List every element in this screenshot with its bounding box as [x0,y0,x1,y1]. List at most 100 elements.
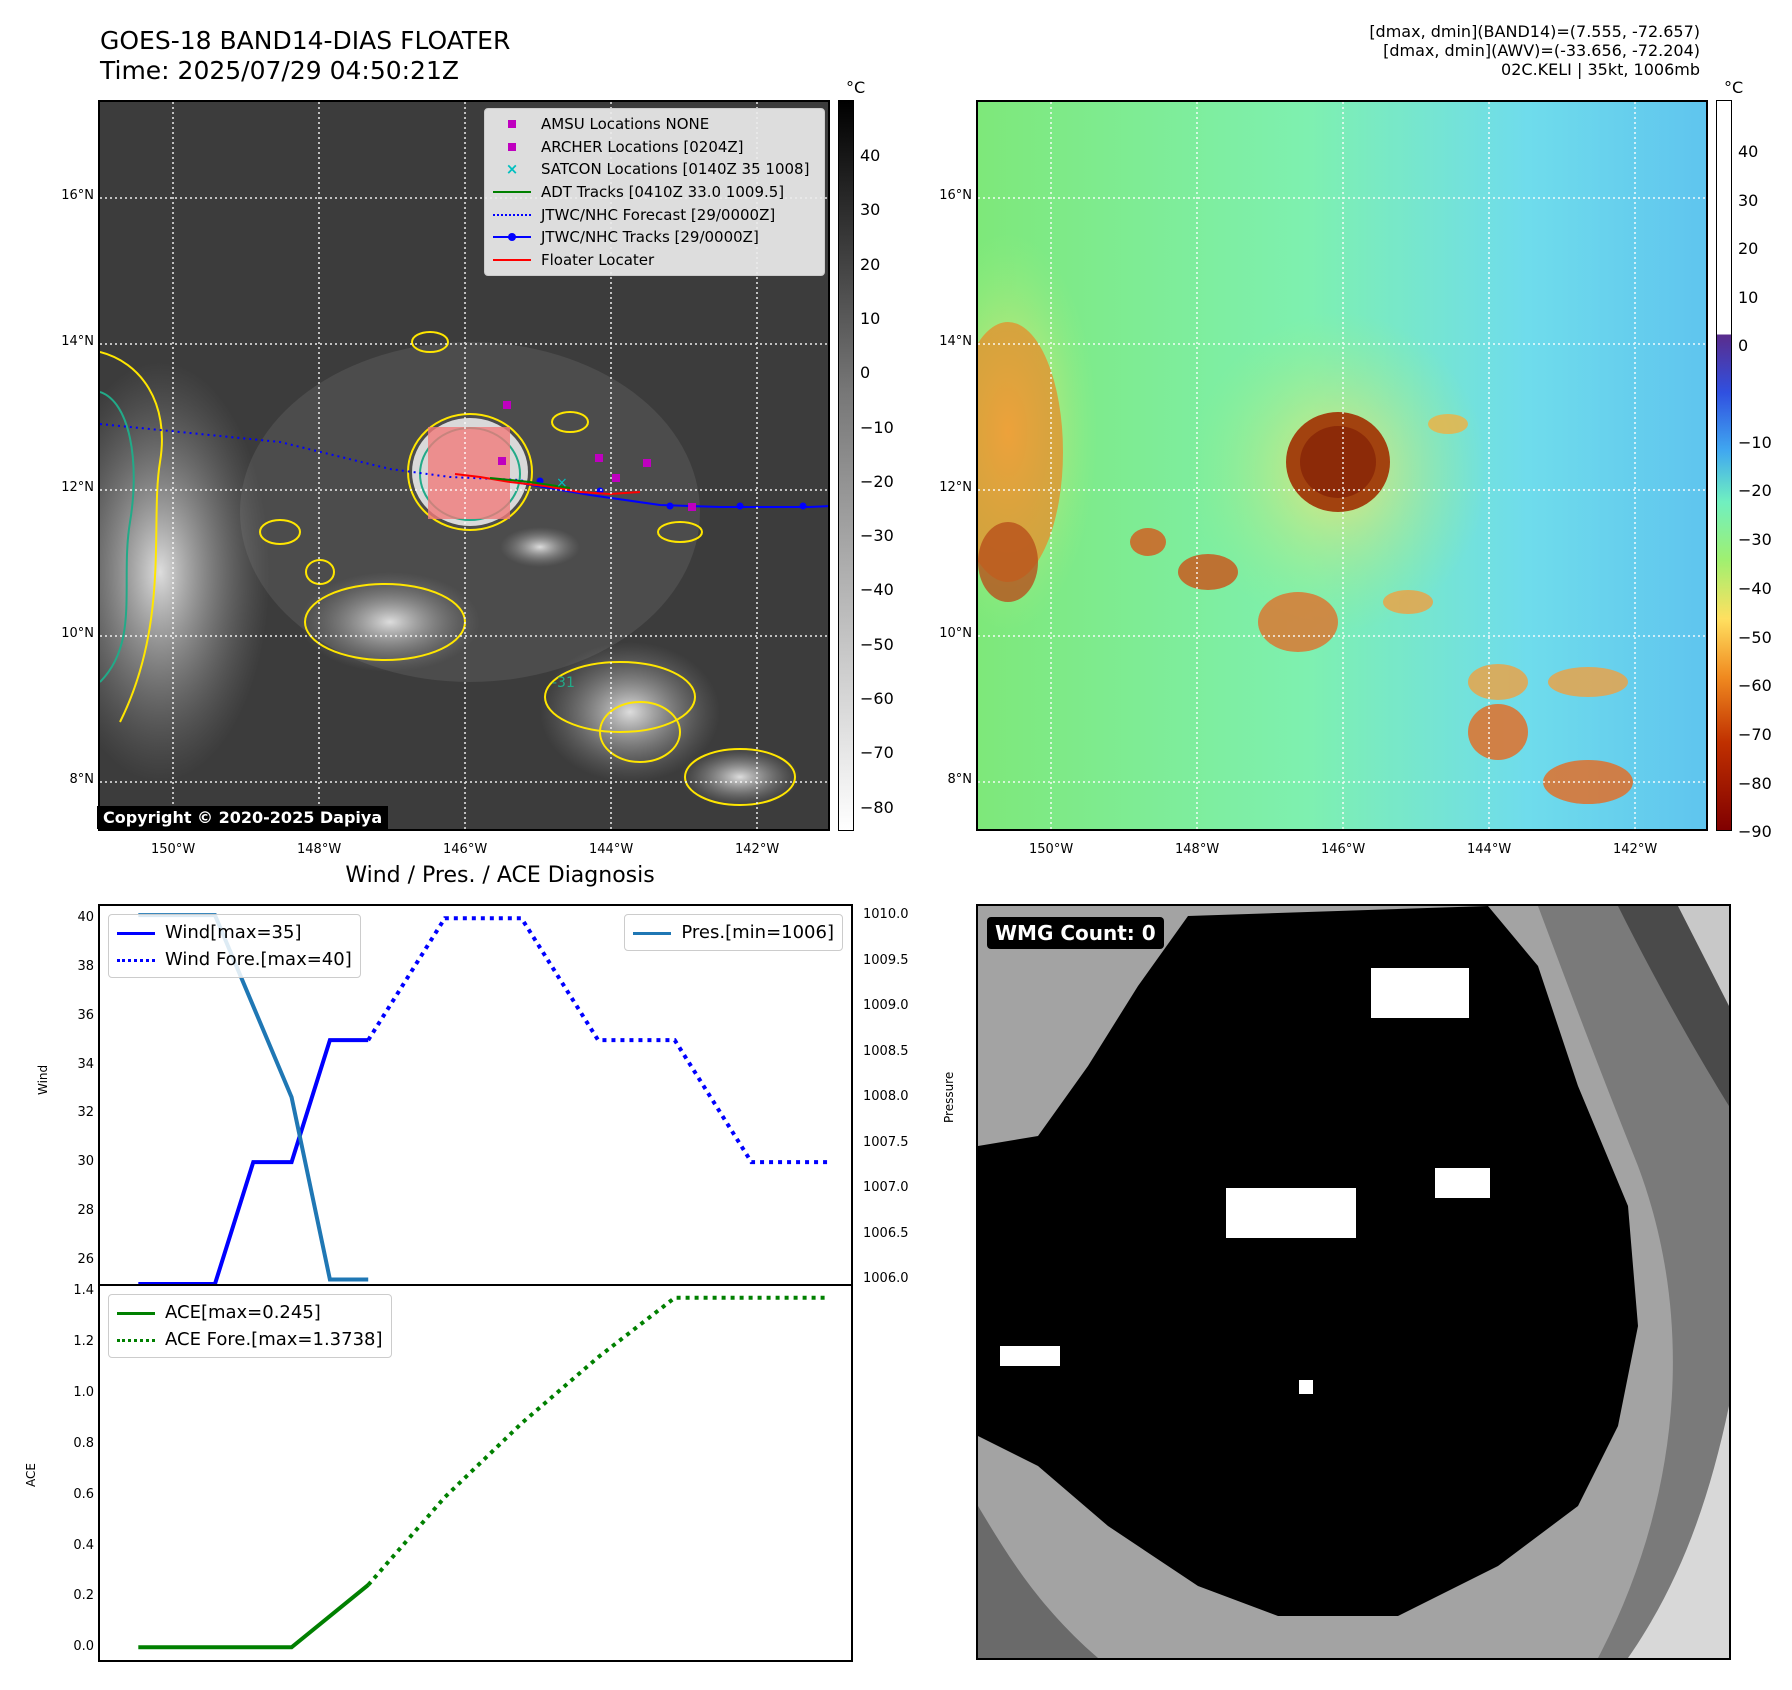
ir-map-panel: × -31 AMSU Locations NONE ARCHER Locatio… [98,100,830,831]
y-tick-label: 34 [77,1056,94,1072]
legend-row: Floater Locater [493,249,816,272]
legend-label-pressure: Pres.[min=1006] [681,922,834,943]
colorbar-tick-label: −70 [860,743,894,763]
solid-line-icon [117,1306,155,1320]
y-tick-label: 1.4 [73,1283,94,1299]
info-line-3: 02C.KELI | 35kt, 1006mb [1501,60,1700,79]
colorbar-tick-label: −30 [1738,530,1772,550]
solid-line-icon [117,926,155,940]
y-tick-label: 0.2 [73,1588,94,1604]
lat-tick-label: 8°N [947,772,973,787]
colorbar-tick-label: 20 [860,254,881,274]
lon-tick-label: 142°W [735,842,780,857]
copyright-badge: Copyright © 2020-2025 Dapiya [97,806,389,829]
y-tick-label: 32 [77,1105,94,1121]
solid-line-icon [633,926,672,940]
ace-chart: ACE[max=0.245] ACE Fore.[max=1.3738] [98,1284,853,1662]
legend-row: JTWC/NHC Tracks [29/0000Z] [493,226,816,249]
wind-pressure-chart: Wind[max=35] Wind Fore.[max=40] Pres.[mi… [98,904,853,1286]
y2-tick-label: 1009.5 [863,952,909,968]
lon-tick-label: 148°W [1175,842,1220,857]
y-tick-label: 0.8 [73,1435,94,1451]
lat-tick-label: 12°N [939,480,972,495]
title-line-1: GOES-18 BAND14-DIAS FLOATER [100,26,511,55]
legend-row: Wind[max=35] [117,919,352,946]
awv-map-imagery [978,102,1706,829]
colorbar-tick-label: −10 [1738,432,1772,452]
legend-label-satcon: SATCON Locations [0140Z 35 1008] [541,160,810,179]
lon-tick-label: 144°W [589,842,634,857]
ir-colorbar-unit: °C [846,78,866,97]
legend-row: ACE[max=0.245] [117,1299,383,1326]
y-tick-label: 40 [77,910,94,926]
series-line [366,1295,829,1587]
lon-tick-label: 150°W [151,842,196,857]
dotted-line-icon [117,1333,155,1347]
svg-text:-31: -31 [552,675,575,691]
lat-tick-label: 12°N [61,480,94,495]
colorbar-tick-label: 0 [1738,336,1749,355]
ace-legend: ACE[max=0.245] ACE Fore.[max=1.3738] [108,1294,392,1358]
colorbar-tick-label: 30 [1738,190,1759,210]
colorbar-tick-label: −70 [1738,724,1772,744]
y2-tick-label: 1009.0 [863,998,909,1014]
info-line-2: [dmax, dmin](AWV)=(-33.656, -72.204) [1383,41,1700,60]
y2-tick-label: 1008.0 [863,1089,909,1105]
floater-box [428,427,510,519]
wind-legend: Wind[max=35] Wind Fore.[max=40] [108,914,361,978]
y-tick-label: 1.2 [73,1333,94,1349]
y-tick-label: 30 [77,1154,94,1170]
colorbar-tick-label: 20 [1738,239,1759,258]
ir-legend: AMSU Locations NONE ARCHER Locations [02… [484,108,825,277]
legend-label-ace: ACE[max=0.245] [165,1302,321,1323]
lon-tick-label: 146°W [443,842,488,857]
pressure-axis-label: Pressure [942,1071,956,1123]
y-tick-label: 0.6 [73,1486,94,1502]
series-line [366,916,829,1165]
legend-label-wind-forecast: Wind Fore.[max=40] [165,949,352,970]
colorbar-tick-label: −40 [860,580,894,600]
y-tick-label: 0.0 [73,1639,94,1655]
dotted-line-icon [493,208,531,222]
y-tick-label: 36 [77,1007,94,1023]
lat-tick-label: 14°N [61,334,94,349]
figure-title: GOES-18 BAND14-DIAS FLOATER Time: 2025/0… [100,26,510,86]
y-tick-label: 0.4 [73,1537,94,1553]
legend-row: Pres.[min=1006] [633,919,834,946]
colorbar-tick-label: −60 [860,689,894,708]
y2-tick-label: 1007.0 [863,1180,909,1196]
awv-colorbar-unit: °C [1724,78,1744,97]
colorbar-tick-label: −80 [860,797,894,817]
lat-tick-label: 10°N [939,626,972,641]
line-marker-icon [493,185,531,199]
dotted-line-icon [117,953,155,967]
awv-colorbar [1716,100,1732,831]
wmg-panel [976,904,1731,1660]
title-line-2: Time: 2025/07/29 04:50:21Z [100,56,459,85]
legend-row: Wind Fore.[max=40] [117,946,352,973]
colorbar-tick-label: 40 [1738,142,1759,161]
awv-map-panel [976,100,1708,831]
colorbar-tick-label: −30 [860,526,894,546]
series-line [138,1038,369,1284]
colorbar-tick-label: 30 [860,200,881,220]
y-tick-label: 1.0 [73,1384,94,1400]
legend-label-tracks: JTWC/NHC Tracks [29/0000Z] [541,228,759,247]
line-marker-icon [493,253,531,267]
x-marker-icon: × [505,160,519,179]
series-line [138,1583,370,1650]
ir-colorbar [838,100,854,831]
y2-tick-label: 1006.0 [863,1271,909,1287]
legend-label-ace-forecast: ACE Fore.[max=1.3738] [165,1329,383,1350]
y2-tick-label: 1010.0 [863,907,909,923]
legend-row: ADT Tracks [0410Z 33.0 1009.5] [493,181,816,204]
info-line-1: [dmax, dmin](BAND14)=(7.555, -72.657) [1369,22,1700,41]
legend-label-floater: Floater Locater [541,250,655,269]
wmg-count-badge: WMG Count: 0 [987,917,1164,949]
legend-row: AMSU Locations NONE [493,113,816,136]
square-marker-icon [493,140,531,154]
colorbar-tick-label: 0 [860,363,871,383]
y2-tick-label: 1007.5 [863,1134,909,1150]
y-tick-label: 38 [77,958,94,974]
legend-label-amsu: AMSU Locations NONE [541,115,710,134]
